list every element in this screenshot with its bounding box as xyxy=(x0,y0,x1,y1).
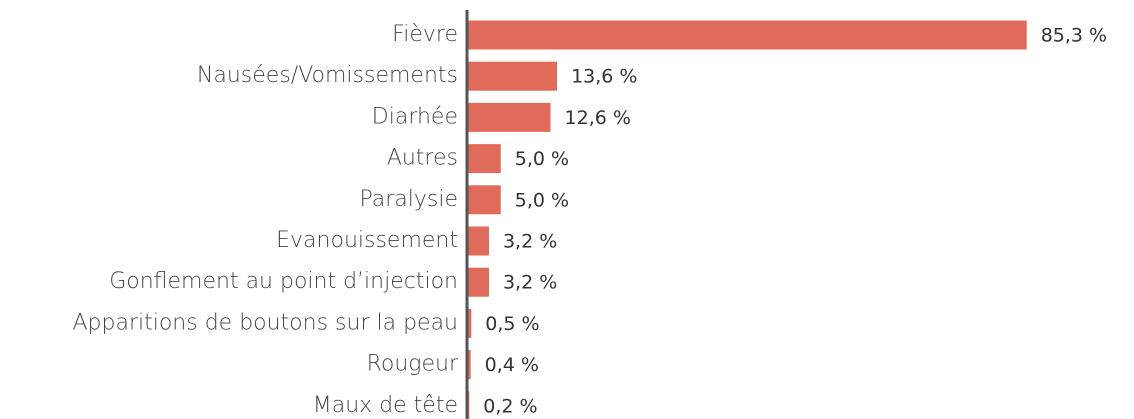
value-label: 5,0 % xyxy=(515,189,569,211)
bar xyxy=(468,391,470,419)
bar xyxy=(468,185,501,215)
bar xyxy=(468,226,489,256)
category-label: Nausées/Vomissements xyxy=(197,63,458,88)
category-label: Maux de tête xyxy=(313,393,458,418)
category-label: Evanouissement xyxy=(276,228,458,253)
category-label: Rougeur xyxy=(367,352,459,377)
value-label: 85,3 % xyxy=(1041,25,1107,47)
bar xyxy=(468,20,1027,50)
value-label: 0,5 % xyxy=(485,313,539,335)
value-label: 3,2 % xyxy=(503,272,557,294)
value-label: 0,4 % xyxy=(485,354,539,376)
bar xyxy=(468,144,501,174)
category-label: Gonflement au point d’injection xyxy=(109,269,458,294)
bar xyxy=(468,61,558,91)
value-label: 5,0 % xyxy=(515,148,569,170)
bar xyxy=(468,102,551,132)
category-label: Paralysie xyxy=(359,187,458,212)
value-label: 12,6 % xyxy=(565,107,631,129)
bar xyxy=(468,350,471,380)
category-label: Fièvre xyxy=(392,22,458,47)
value-label: 0,2 % xyxy=(483,395,537,417)
bar xyxy=(468,267,489,297)
value-label: 13,6 % xyxy=(571,66,637,88)
value-label: 3,2 % xyxy=(503,231,557,253)
bar xyxy=(468,308,472,338)
category-label: Apparitions de boutons sur la peau xyxy=(72,310,458,335)
category-label: Autres xyxy=(387,146,458,171)
category-label: Diarhée xyxy=(372,104,458,129)
